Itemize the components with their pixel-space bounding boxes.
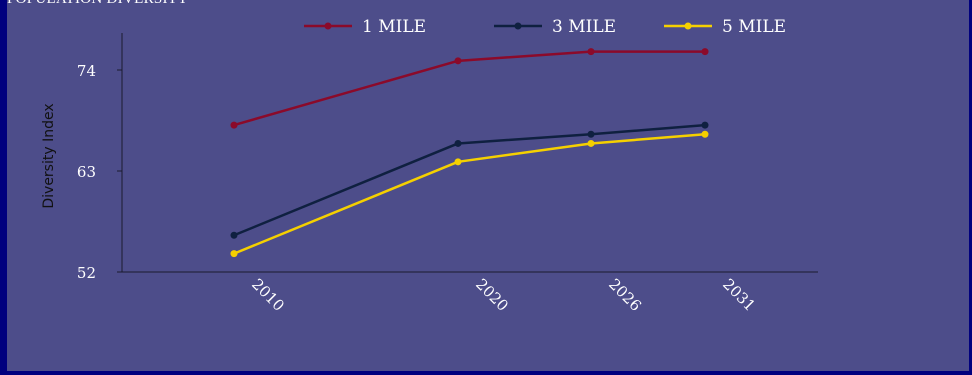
data-point <box>454 139 462 147</box>
y-tick-label: 52 <box>77 264 96 282</box>
x-tick-label: 2031 <box>719 275 759 315</box>
data-point <box>230 250 238 258</box>
data-point <box>701 48 709 56</box>
series-line <box>233 50 705 127</box>
data-point <box>230 231 238 239</box>
y-axis-title: Diversity Index <box>41 103 57 208</box>
data-point <box>701 121 709 129</box>
x-tick-label: 2026 <box>605 275 645 315</box>
series-2 <box>230 121 709 239</box>
legend-item: 3 MILE <box>494 17 616 37</box>
chart-title: POPULATION DIVERSITY <box>7 0 188 8</box>
data-point <box>587 48 595 56</box>
legend-label: 5 MILE <box>722 17 786 37</box>
x-tick-label: 2020 <box>472 275 512 315</box>
data-point <box>587 139 595 147</box>
legend-item: 5 MILE <box>664 17 786 37</box>
legend-swatch-marker <box>684 22 692 30</box>
legend-swatch-marker <box>324 22 332 30</box>
x-tick-label: 2010 <box>248 275 288 315</box>
series-line <box>233 123 706 237</box>
legend-swatch-marker <box>514 22 522 30</box>
legend-item: 1 MILE <box>304 17 426 37</box>
data-point <box>230 121 238 129</box>
legend-label: 1 MILE <box>362 17 426 37</box>
line-chart: 52 63 74 2010 2020 2026 2031 Diversity Index 1 … <box>41 17 818 315</box>
series-layer <box>230 48 709 258</box>
y-tick-label: 63 <box>77 163 96 181</box>
data-point <box>701 130 709 138</box>
data-point <box>454 158 462 166</box>
legend: 1 MILE 3 MILE 5 MILE <box>304 17 786 37</box>
series-3 <box>230 130 709 258</box>
legend-label: 3 MILE <box>552 17 616 37</box>
y-tick-label: 74 <box>77 62 96 80</box>
data-point <box>587 130 595 138</box>
series-line <box>233 133 706 255</box>
series-1 <box>230 48 709 129</box>
chart-frame: POPULATION DIVERSITY 52 63 74 2010 2020 2026 2… <box>7 0 969 371</box>
data-point <box>454 57 462 65</box>
